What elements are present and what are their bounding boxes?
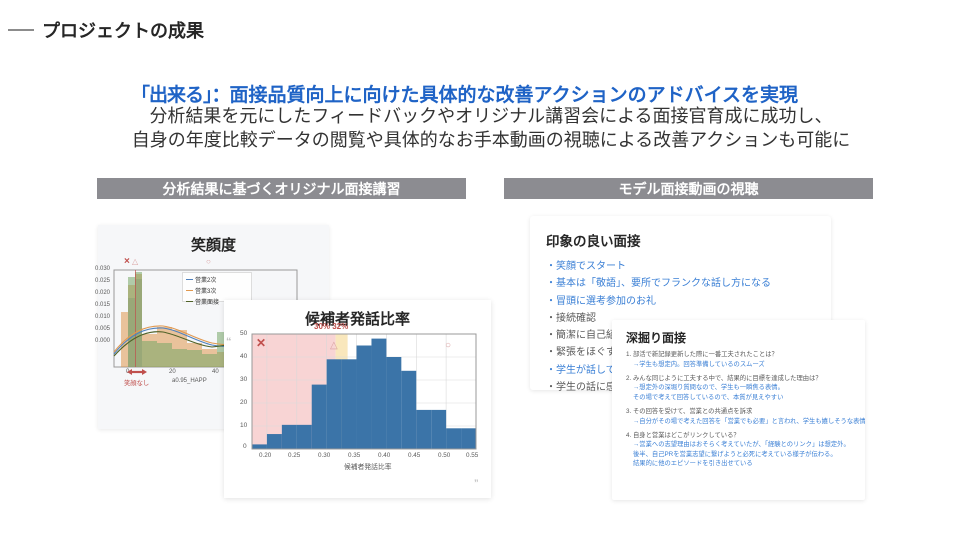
svg-text:○: ○ [445, 340, 451, 351]
svg-text:✕: ✕ [256, 336, 266, 350]
svg-text:△: △ [330, 340, 338, 351]
